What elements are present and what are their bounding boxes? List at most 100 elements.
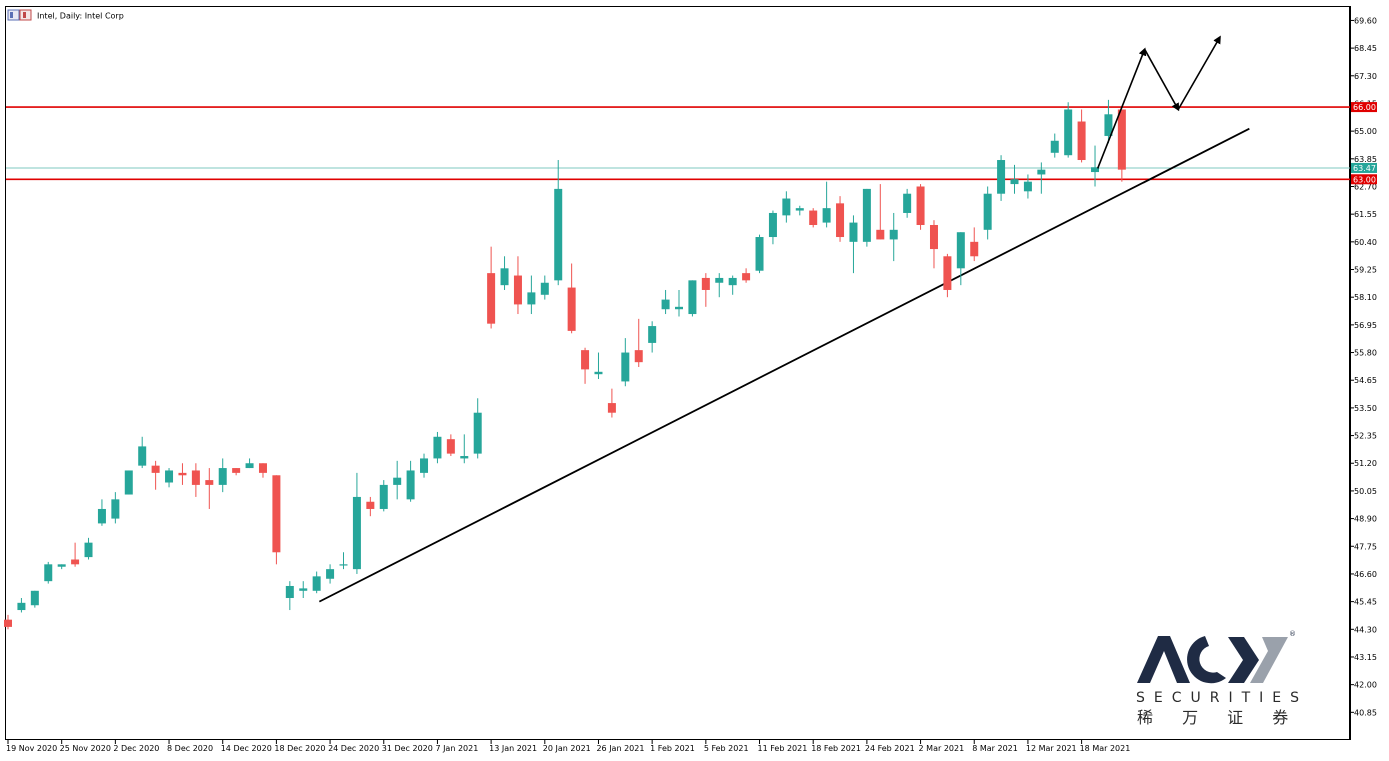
bull-candle [393,460,402,500]
candle-body [1010,179,1019,185]
x-tick-label: 31 Dec 2020 [382,744,433,753]
price-axis[interactable]: 69.6068.4567.3066.1565.0063.8562.7061.55… [1350,16,1377,717]
horizontal-levels[interactable] [6,106,1350,181]
y-tick-label: 56.95 [1354,321,1377,330]
candle-body [1064,109,1073,156]
y-tick-label: 45.45 [1354,598,1377,607]
candle-body [1037,169,1046,175]
bull-candle [862,188,871,247]
projection-arrow-segment[interactable] [1096,47,1147,169]
y-tick-label: 51.20 [1354,459,1377,468]
bull-candle [218,458,227,493]
y-tick-label: 55.80 [1354,349,1377,358]
x-tick-label: 1 Feb 2021 [650,744,695,753]
price-tag-label: 63.00 [1353,175,1376,184]
bull-candle [285,581,294,611]
candle-body [742,273,751,281]
bull-candle [728,275,737,295]
bear-candle [1117,109,1126,182]
candle-body [1050,140,1059,153]
candle-body [285,585,294,599]
candle-body [728,277,737,286]
y-tick-label: 69.60 [1354,16,1377,25]
candle-body [84,542,93,558]
candle-body [715,277,724,283]
bull-candle [138,436,147,469]
projection-arrows[interactable] [1096,35,1221,169]
bull-candle [795,205,804,216]
x-tick-label: 26 Jan 2021 [596,744,644,753]
trendline-layer[interactable] [318,127,1250,603]
candle-body [406,470,415,500]
time-axis[interactable]: 19 Nov 2020 25 Nov 2020 2 Dec 2020 8 Dec 20… [6,740,1130,753]
candles-layer [4,99,1126,630]
bear-candle [151,460,160,490]
candle-body [379,484,388,509]
x-tick-label: 2 Mar 2021 [919,744,965,753]
candle-body [675,306,683,310]
bear-candle [232,468,241,476]
candle-body [943,256,952,290]
projection-arrow-segment[interactable] [1177,35,1221,110]
bear-candle [607,388,616,418]
candle-body [903,193,912,213]
candle-body [500,268,509,286]
x-tick-label: 8 Mar 2021 [972,744,1018,753]
candle-body [1023,181,1032,192]
bull-candle [983,186,992,240]
bear-candle [809,208,818,228]
bull-candle [97,499,106,526]
ascending-trendline[interactable] [318,127,1250,603]
y-tick-label: 43.15 [1354,653,1377,662]
bull-candle [1010,164,1019,194]
bull-candle [326,564,335,584]
candle-body [473,412,482,454]
bull-candle [17,598,26,613]
y-tick-label: 50.05 [1354,487,1377,496]
plot-frame [5,6,1350,740]
bear-candle [71,542,80,567]
bull-candle [473,398,482,459]
candle-body [191,470,200,485]
candle-body [513,275,522,305]
y-tick-label: 58.10 [1354,293,1377,302]
bull-candle [661,289,670,315]
candle-body [366,501,375,509]
chart-title: Intel, Daily: Intel Corp [37,12,124,21]
resistance-price-tag: 66.00 [1351,102,1377,113]
bull-candle [782,191,791,223]
bear-candle [970,227,979,262]
bear-candle [258,463,267,478]
y-tick-label: 60.40 [1354,238,1377,247]
bull-candle [57,564,66,570]
symbol-icon[interactable] [7,9,32,21]
projection-arrow-segment[interactable] [1143,48,1180,112]
bull-candle [648,321,657,353]
candle-body [594,371,603,375]
candle-body [1104,114,1113,136]
bear-candle [513,256,522,315]
candle-body [836,203,845,238]
candle-body [312,576,321,591]
y-tick-label: 65.00 [1354,127,1377,136]
bull-candle [849,215,858,274]
y-tick-label: 52.35 [1354,432,1377,441]
y-tick-label: 62.70 [1354,182,1377,191]
candle-body [540,282,549,295]
candle-body [1091,167,1100,173]
x-tick-label: 25 Nov 2020 [60,744,111,753]
bear-candle [191,463,200,497]
y-tick-label: 54.65 [1354,376,1377,385]
candle-body [782,198,791,216]
candle-body [446,439,455,454]
candle-body [151,465,160,473]
candle-body [849,222,858,242]
y-tick-label: 44.30 [1354,625,1377,634]
candle-body [30,590,39,606]
candle-body [554,188,563,281]
candle-body [124,470,133,495]
candle-body [245,463,254,469]
candle-body [258,463,267,473]
bull-candle [1050,133,1059,158]
